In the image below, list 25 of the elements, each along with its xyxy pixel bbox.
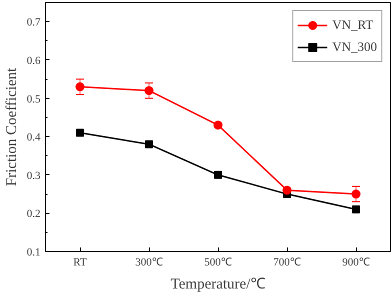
point — [144, 86, 154, 96]
y-tick-label: 0.2 — [26, 208, 40, 220]
point — [214, 170, 222, 179]
legend-label: VN_RT — [332, 17, 374, 33]
y-axis-title: Friction Coefficient — [4, 66, 20, 186]
x-tick-label: RT — [73, 256, 87, 268]
y-tick-label: 0.4 — [26, 132, 41, 144]
point — [352, 205, 360, 214]
y-tick-label: 0.6 — [26, 54, 41, 67]
y-tick-label: 0.7 — [26, 16, 41, 29]
x-tick-label: 700℃ — [273, 256, 301, 268]
x-tick-label: 900℃ — [342, 256, 370, 268]
y-tick-label: 0.3 — [26, 170, 41, 182]
x-axis-title: Temperature/℃ — [170, 276, 266, 292]
point — [352, 190, 360, 199]
y-tick-label: 0.5 — [26, 93, 41, 106]
point — [214, 120, 222, 130]
point — [145, 140, 153, 148]
point — [76, 128, 84, 137]
legend-label: VN_300 — [332, 39, 377, 55]
x-tick-label: 500℃ — [204, 256, 232, 268]
point — [76, 82, 84, 92]
x-tick-label: 300℃ — [135, 256, 163, 268]
point — [282, 186, 292, 195]
y-tick-label: 0.1 — [26, 246, 40, 258]
